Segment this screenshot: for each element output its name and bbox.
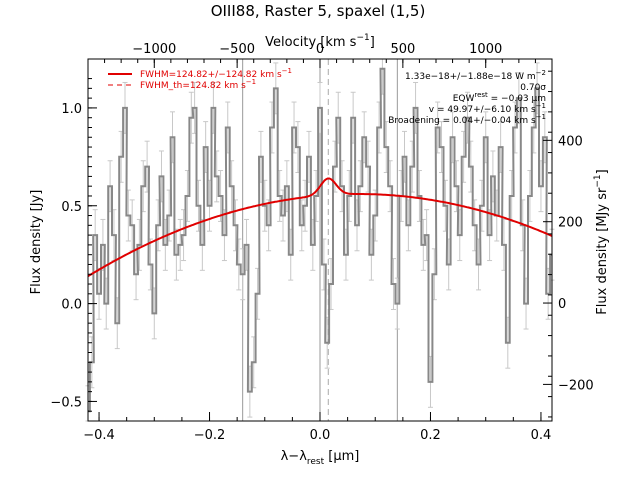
- top-tick-label-part-0: 500: [390, 42, 415, 57]
- annotation-3: v = 49.97+/−6.10 km s−1: [429, 102, 546, 115]
- top-tick-label: −1000: [132, 42, 176, 57]
- top-tick-label-part-0: 1000: [469, 42, 502, 57]
- annotation-2-part-0: EQW: [453, 94, 475, 104]
- x-tick-label: 0.4: [531, 428, 552, 443]
- y-axis-label: Flux density [Jy]: [29, 190, 44, 295]
- annotation-1-part-0: 0.70σ: [520, 83, 546, 93]
- x-tick-label-part-0: 0.0: [310, 428, 331, 443]
- x-tick-label: −0.4: [83, 428, 115, 443]
- top-tick-label-part-0: −500: [219, 42, 255, 57]
- y-tick-label: 0.5: [61, 200, 82, 215]
- legend-label-0-part-1: −1: [282, 67, 292, 75]
- legend-label-0: FWHM=124.82+/−124.82 km s−1: [140, 67, 292, 80]
- top-axis-label-sup: −1: [356, 33, 369, 43]
- x-axis-label-unit: [μm]: [324, 449, 359, 464]
- x-axis-label-sub: rest: [307, 457, 325, 467]
- annotation-4: Broadening = 0.04+/−0.04 km s−1: [388, 113, 546, 126]
- x-tick-label: 0.2: [420, 428, 441, 443]
- plot-frame: [87, 58, 553, 422]
- legend-label-1-part-1: −1: [246, 78, 256, 86]
- x-tick-label-part-0: −0.4: [83, 428, 115, 443]
- top-tick-label-part-0: −1000: [132, 42, 176, 57]
- x-tick-label: −0.2: [194, 428, 226, 443]
- annotation-0: 1.33e−18+/−1.88e−18 W m−2: [405, 69, 546, 82]
- top-axis-label-close: ]: [370, 35, 375, 50]
- annotation-3-part-0: v = 49.97+/−6.10 km s: [429, 105, 536, 115]
- axis-ticks: −0.4 −0.2 0.0 0.2 0.4 −1000 −500 0 500 1000 −0.5 0.…: [50, 42, 593, 443]
- right-tick-label-part-0: 400: [558, 134, 583, 149]
- right-axis-label-sup: −1: [593, 174, 603, 187]
- right-axis-label-base: Flux density [MJy sr: [595, 187, 610, 315]
- model-fit-line: [87, 177, 553, 278]
- right-tick-label-part-0: 0: [558, 297, 566, 312]
- annotation-4-part-1: −1: [536, 113, 546, 121]
- annotation-0-part-0: 1.33e−18+/−1.88e−18 W m: [405, 72, 536, 82]
- top-tick-label-part-0: 0: [316, 42, 324, 57]
- y-tick-label-part-0: −0.5: [50, 395, 82, 410]
- top-tick-label: 500: [390, 42, 415, 57]
- x-tick-label-part-0: 0.2: [420, 428, 441, 443]
- top-axis-label-base: Velocity [km s: [265, 35, 357, 50]
- top-tick-label: 1000: [469, 42, 502, 57]
- vertical-markers: [242, 59, 398, 421]
- right-tick-label: −200: [558, 378, 594, 393]
- right-tick-label-part-0: −200: [558, 378, 594, 393]
- right-tick-label: 400: [558, 134, 583, 149]
- x-tick-label: 0.0: [310, 428, 331, 443]
- right-axis-label: Flux density [MJy sr−1]: [593, 169, 610, 314]
- right-axis-label-close: ]: [595, 169, 610, 174]
- y-tick-label-part-0: 1.0: [61, 102, 82, 117]
- x-axis-label-base: λ−λ: [281, 449, 308, 464]
- right-tick-label: 0: [558, 297, 566, 312]
- y-tick-label: 0.0: [61, 298, 82, 313]
- annotation-2-part-1: rest: [474, 91, 488, 99]
- right-tick-label-part-0: 200: [558, 216, 583, 231]
- legend-label-1-part-0: FWHM_th=124.82 km s: [140, 81, 246, 91]
- y-tick-label: −0.5: [50, 395, 82, 410]
- annotation-0-part-1: −2: [536, 69, 546, 77]
- top-tick-label: 0: [316, 42, 324, 57]
- legend-label-0-part-0: FWHM=124.82+/−124.82 km s: [140, 70, 282, 80]
- y-tick-label-part-0: 0.0: [61, 298, 82, 313]
- x-tick-label-part-0: 0.4: [531, 428, 552, 443]
- chart-title: OIII88, Raster 5, spaxel (1,5): [211, 2, 426, 20]
- data-step-series: [88, 67, 552, 413]
- top-tick-label: −500: [219, 42, 255, 57]
- annotation-1: 0.70σ: [520, 83, 546, 93]
- top-axis-label: Velocity [km s−1]: [265, 33, 375, 50]
- x-axis-label: λ−λrest [μm]: [281, 449, 360, 467]
- annotation-2-part-2: = −0.03 μm: [488, 94, 546, 104]
- y-tick-label: 1.0: [61, 102, 82, 117]
- annotation-2: EQWrest = −0.03 μm: [453, 91, 546, 104]
- legend: FWHM=124.82+/−124.82 km s−1FWHM_th=124.8…: [108, 67, 292, 91]
- y-tick-label-part-0: 0.5: [61, 200, 82, 215]
- x-tick-label-part-0: −0.2: [194, 428, 226, 443]
- annotation-4-part-0: Broadening = 0.04+/−0.04 km s: [388, 116, 536, 126]
- right-tick-label: 200: [558, 216, 583, 231]
- annotation-3-part-1: −1: [536, 102, 546, 110]
- legend-label-1: FWHM_th=124.82 km s−1: [140, 78, 256, 91]
